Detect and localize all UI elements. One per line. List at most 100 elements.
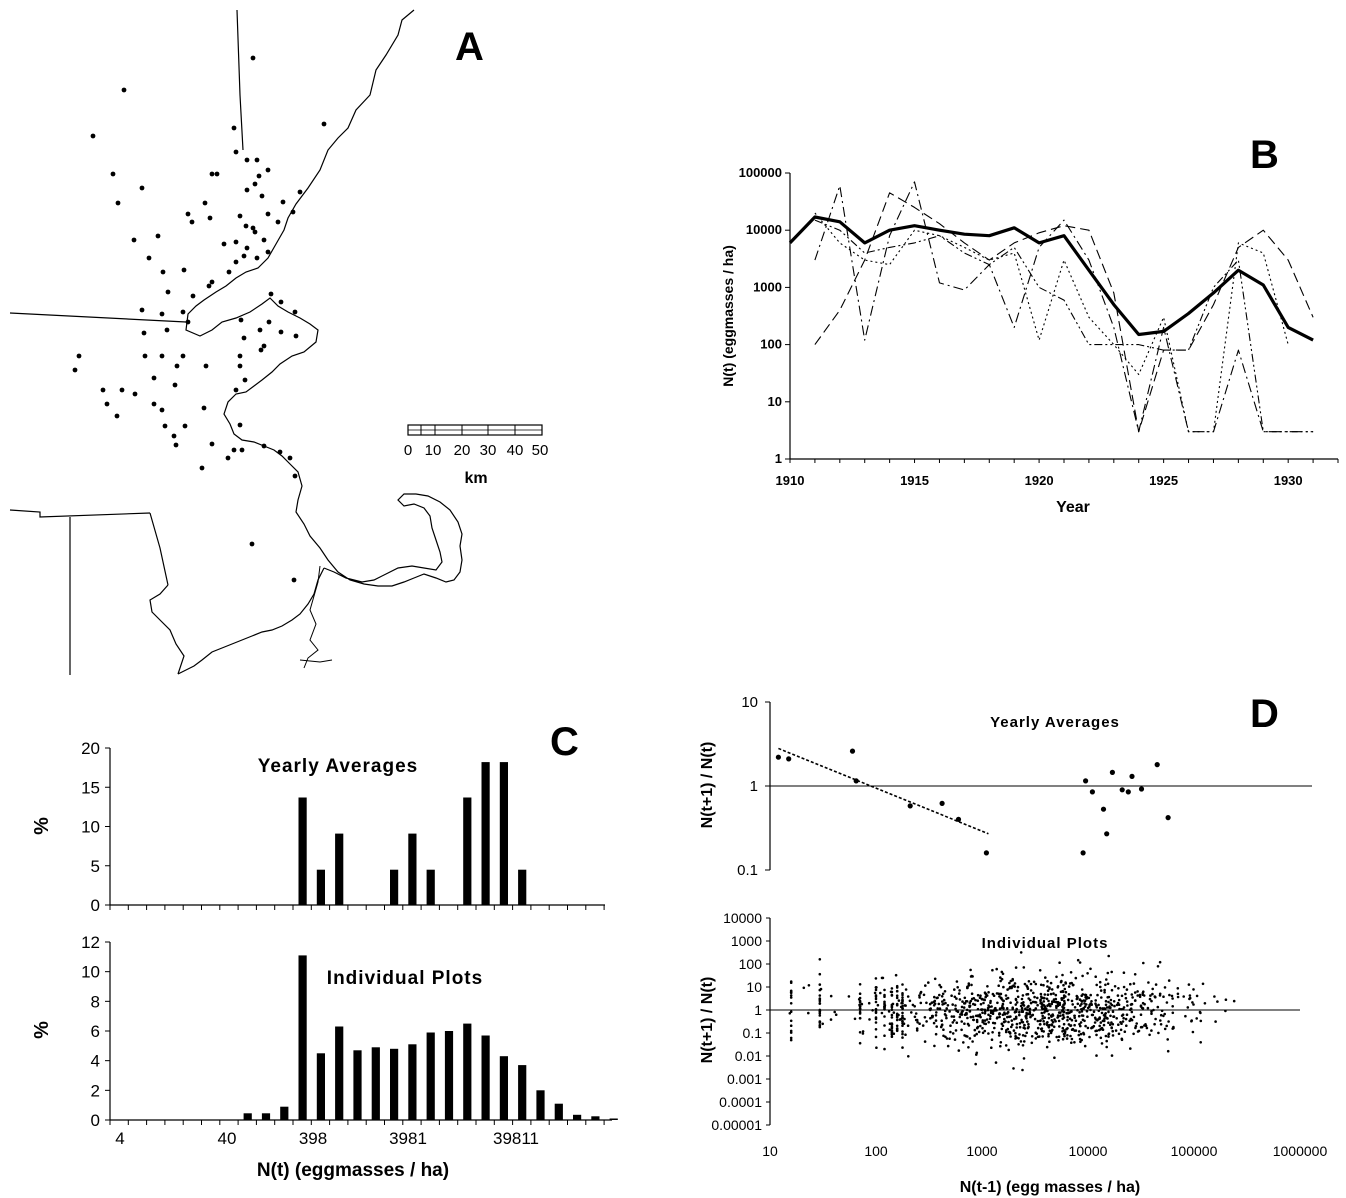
d-bot-point [890,1029,894,1032]
d-bot-point [1167,1020,1170,1023]
d-bot-point [1033,1017,1037,1021]
d-bot-point [1061,1013,1065,1017]
d-bot-point [989,999,992,1003]
d-bot-point [1146,1006,1150,1010]
site-marker [121,87,127,93]
d-bot-point [1014,1031,1017,1035]
d-bot-point [789,1002,793,1005]
d-bot-point [1125,1013,1129,1016]
site-marker [114,413,120,419]
d-bot-point [1073,1014,1076,1018]
d-bot-point [993,1026,996,1030]
d-bot-point [1042,1011,1046,1014]
d-bot-point [1042,1030,1045,1033]
d-bot-point [894,973,898,977]
d-bot-point [1142,961,1145,965]
d-bot-y-tick-label: 0.01 [735,1048,762,1064]
d-bot-point [1042,1007,1046,1011]
d-bot-point [903,1004,907,1007]
d-bot-point [1023,1040,1026,1043]
d-bot-point [1162,995,1165,998]
d-bot-point [1188,994,1192,997]
d-bot-point [1149,994,1152,997]
d-bot-point [960,1028,963,1032]
d-bot-point [871,1009,874,1012]
d-bot-point [998,1013,1001,1016]
d-bot-point [1046,1009,1049,1013]
d-bot-point [913,1015,917,1019]
d-bot-point [1087,996,1091,1000]
b-y-tick-label: 10000 [746,222,782,237]
d-bot-point [1090,1000,1093,1003]
d-bot-point [985,1018,989,1021]
d-bot-point [1036,996,1039,1000]
d-top-point [1080,850,1086,856]
d-bot-point [983,1022,986,1025]
d-bot-point [1113,985,1117,988]
d-top-point [1129,773,1135,780]
d-bot-point [1093,1016,1097,1020]
d-bot-point [954,1007,957,1011]
site-marker [164,327,170,333]
d-bot-point [895,1012,899,1016]
d-bot-point [1125,1000,1129,1003]
d-bot-point [979,1024,982,1028]
d-bot-point [1069,971,1073,974]
d-bot-point [1046,993,1050,996]
site-marker [131,237,137,243]
d-bot-point [890,987,894,990]
site-marker [146,255,152,261]
site-marker [287,455,293,461]
c-top-bar [481,762,490,905]
d-bot-point [1131,996,1134,999]
d-bot-y-tick-label: 0.00001 [711,1117,762,1133]
d-bot-point [1018,1022,1022,1025]
d-bot-point [1050,1015,1053,1018]
c-top-bar [298,797,307,905]
d-bot-point [1069,1024,1072,1028]
d-bot-point [975,1018,979,1022]
d-bot-point [1176,992,1180,996]
d-bot-point [1014,1037,1017,1040]
d-bot-point [1111,1022,1115,1026]
d-bot-point [860,1002,864,1006]
d-bot-point [818,958,822,961]
d-bot-point [874,977,878,980]
d-bot-point [1148,997,1152,1001]
c-top-bar [518,869,527,905]
site-marker [268,291,274,297]
d-bot-point [818,983,822,986]
site-markers [72,55,327,583]
d-bot-point [1006,988,1009,991]
site-marker [180,309,186,315]
d-bot-point [1009,1035,1012,1038]
d-bot-point [901,983,904,986]
d-bot-point [1047,999,1050,1003]
d-bot-point [1171,997,1174,1000]
d-bot-point [1090,1003,1093,1006]
d-bot-point [1022,966,1026,969]
d-bot-point [883,993,886,997]
d-bot-point [890,1013,894,1017]
d-bot-point [957,992,961,995]
d-bot-point [1050,1019,1054,1022]
d-bot-point [1139,1025,1143,1029]
d-bot-point [1043,993,1047,996]
d-bot-y-tick-label: 1000 [731,933,762,949]
d-bot-point [1123,1030,1127,1033]
d-bot-point [1051,1028,1054,1032]
d-bot-point [1014,997,1018,1001]
d-bot-point [1013,985,1016,988]
d-bot-point [1052,1000,1056,1004]
b-x-tick-label: 1915 [900,473,929,488]
d-bot-point [958,1015,962,1019]
site-marker [159,407,165,413]
d-bot-point [1055,975,1058,979]
site-marker [233,387,239,393]
d-bot-point [1027,1025,1030,1029]
d-bot-point [1036,1035,1040,1039]
d-bot-point [1029,982,1033,986]
d-bot-point [987,991,990,994]
d-bot-point [1110,988,1114,992]
d-bot-point [883,1024,886,1027]
